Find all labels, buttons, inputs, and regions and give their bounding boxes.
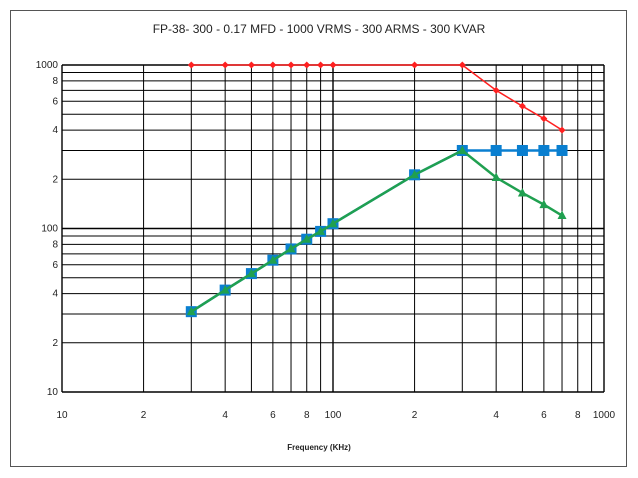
y-tick-label: 8 bbox=[52, 239, 58, 250]
data-point bbox=[303, 61, 311, 69]
x-tick-label: 2 bbox=[141, 410, 147, 421]
data-point bbox=[492, 86, 500, 94]
x-tick-label: 6 bbox=[541, 410, 547, 421]
series-line bbox=[191, 64, 563, 131]
data-point bbox=[329, 61, 337, 69]
series-3 bbox=[186, 145, 567, 316]
series-1 bbox=[187, 61, 566, 134]
data-point bbox=[317, 61, 325, 69]
data-point bbox=[316, 226, 326, 235]
data-point bbox=[540, 115, 548, 123]
x-tick-label: 8 bbox=[304, 410, 310, 421]
series-2 bbox=[185, 144, 568, 318]
series-layer bbox=[185, 61, 568, 318]
x-tick-label: 8 bbox=[575, 410, 581, 421]
chart-frame bbox=[10, 10, 627, 467]
series-line bbox=[190, 149, 563, 313]
y-tick-label: 4 bbox=[52, 289, 58, 300]
data-point bbox=[490, 144, 502, 156]
tick-labels: 10 2 4 6 8 100 2 4 6 8 1000 1000 8 6 4 2 100 8 6 4 2 10 bbox=[36, 60, 616, 421]
y-tick-label: 8 bbox=[52, 76, 58, 87]
data-point bbox=[557, 210, 567, 220]
data-point bbox=[458, 61, 466, 69]
data-point bbox=[269, 61, 277, 69]
x-tick-label: 2 bbox=[412, 410, 418, 421]
data-point bbox=[246, 268, 256, 278]
data-point bbox=[457, 145, 467, 154]
data-point bbox=[517, 187, 527, 197]
y-tick-label: 100 bbox=[41, 224, 58, 235]
data-point bbox=[328, 218, 338, 228]
data-point bbox=[411, 61, 419, 69]
data-point bbox=[221, 61, 229, 69]
data-point bbox=[539, 199, 549, 209]
data-point bbox=[287, 61, 295, 69]
data-point bbox=[302, 234, 312, 243]
x-tick-label: 4 bbox=[493, 410, 499, 421]
data-point bbox=[187, 61, 195, 69]
x-tick-label: 6 bbox=[270, 410, 276, 421]
data-point bbox=[518, 102, 526, 110]
data-point bbox=[538, 144, 550, 156]
x-tick-label: 10 bbox=[56, 410, 68, 421]
x-tick-label: 100 bbox=[325, 410, 342, 421]
series-line bbox=[190, 149, 563, 313]
data-point bbox=[491, 172, 501, 182]
data-point bbox=[247, 61, 255, 69]
y-tick-label: 2 bbox=[52, 174, 58, 185]
y-tick-label: 2 bbox=[52, 338, 58, 349]
y-tick-label: 10 bbox=[47, 387, 59, 398]
data-point bbox=[556, 144, 568, 156]
data-point bbox=[410, 169, 420, 179]
x-tick-label: 4 bbox=[222, 410, 228, 421]
data-point bbox=[558, 126, 566, 134]
y-tick-label: 1000 bbox=[36, 60, 59, 71]
x-tick-label: 1000 bbox=[593, 410, 616, 421]
data-point bbox=[268, 255, 278, 264]
chart-title: FP-38- 300 - 0.17 MFD - 1000 VRMS - 300 … bbox=[152, 22, 486, 36]
data-point bbox=[516, 144, 528, 156]
x-axis-label: Frequency (KHz) bbox=[287, 443, 351, 452]
data-point bbox=[186, 306, 196, 316]
y-tick-label: 4 bbox=[52, 125, 58, 136]
y-tick-label: 6 bbox=[52, 96, 58, 107]
data-point bbox=[220, 285, 230, 294]
y-tick-label: 6 bbox=[52, 260, 58, 271]
data-point bbox=[286, 243, 296, 253]
